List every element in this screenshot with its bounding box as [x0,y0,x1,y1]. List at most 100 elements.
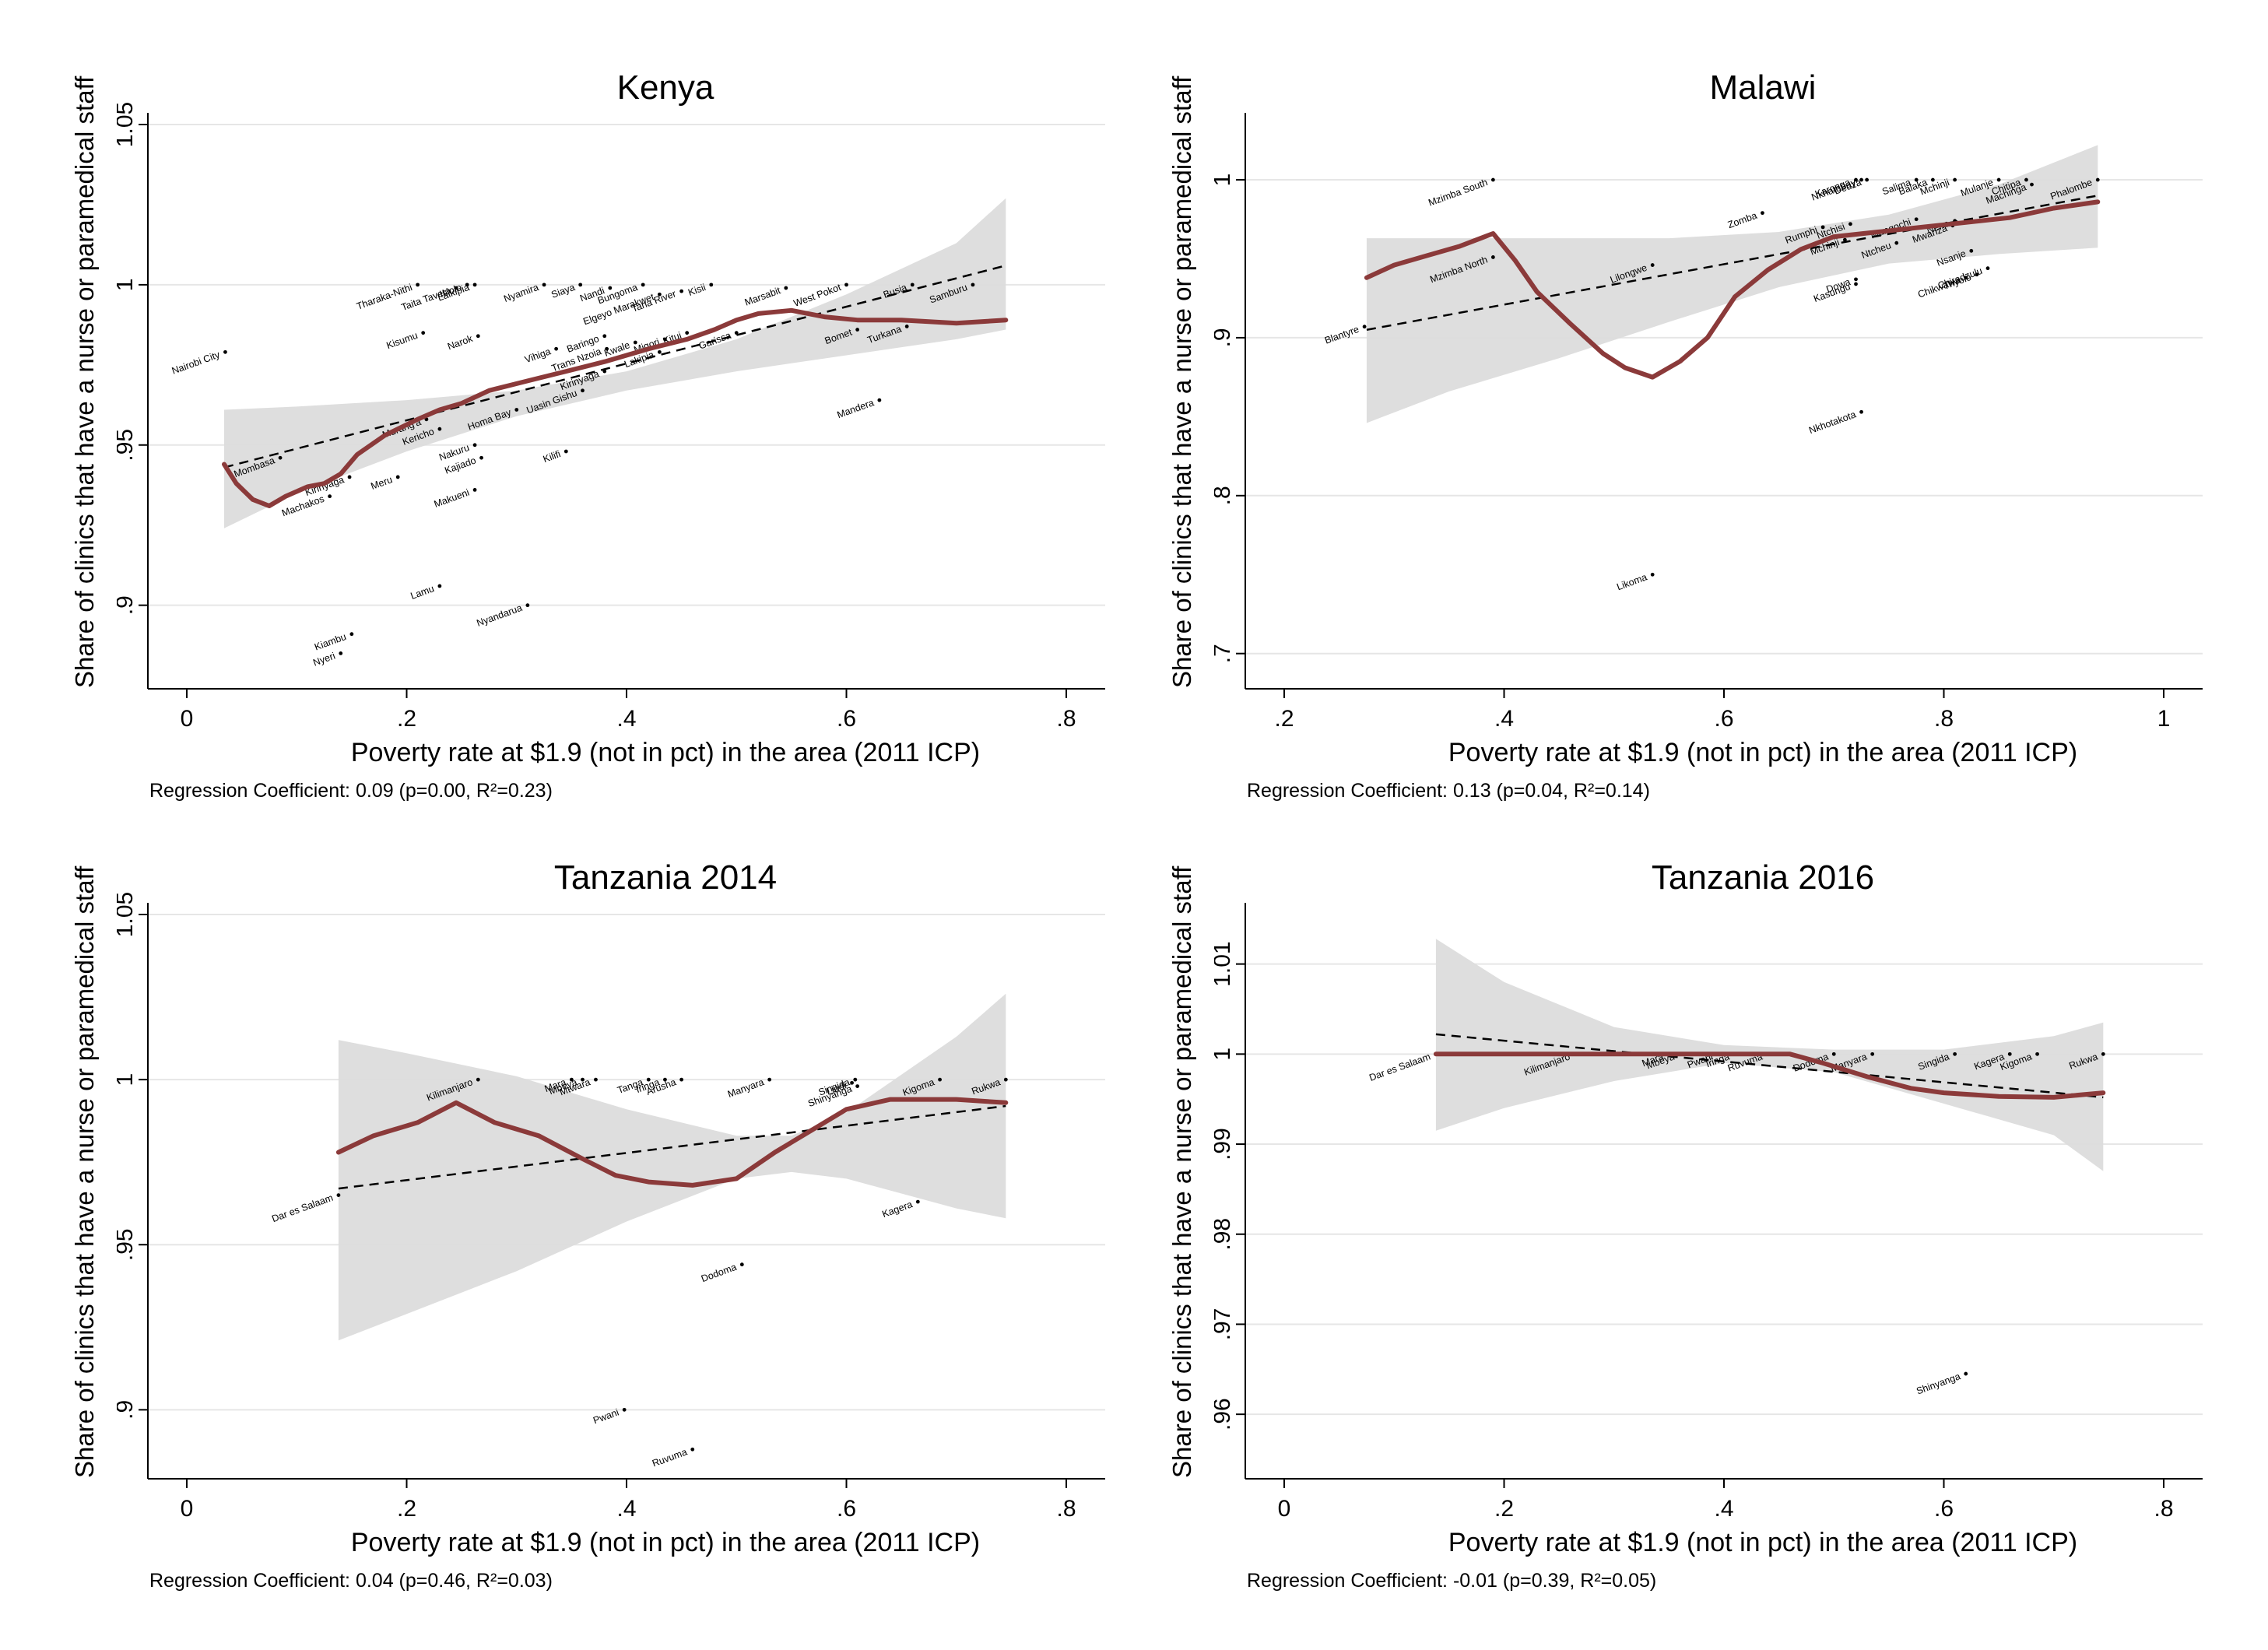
point-label: Kilifi [542,448,562,465]
data-point [2095,177,2100,182]
y-tick-label: .99 [1214,1128,1235,1160]
point-label: Chiradzulu [1936,265,1984,292]
y-tick-label: 1 [1214,1048,1235,1061]
point-label: Nyandarua [475,602,523,629]
y-tick-label: .96 [1214,1398,1235,1431]
y-axis-label: Share of clinics that have a nurse or pa… [1167,865,1196,1478]
y-tick-label: .95 [117,429,138,462]
linear-fit-line [223,264,1006,469]
x-tick-label: 0 [181,706,194,732]
smoothed-line [1364,199,2101,380]
data-point [581,388,585,393]
data-point [971,283,975,287]
data-point [709,283,714,287]
data-point [767,1077,772,1082]
x-tick-label: .2 [1494,1496,1514,1522]
point-label: Marsabit [743,285,782,308]
data-point [657,349,662,354]
point-label: Kisumu [385,330,420,351]
data-point [476,334,480,339]
y-tick-label: .97 [1214,1308,1235,1341]
data-point [1842,237,1847,242]
x-axis-label: Poverty rate at $1.9 (not in pct) in the… [350,1528,981,1557]
regression-note: Regression Coefficient: 0.04 (p=0.46, R²… [149,1570,553,1592]
data-point [663,337,667,342]
regression-note: Regression Coefficient: -0.01 (p=0.39, R… [1247,1570,1657,1592]
data-point [349,632,354,637]
data-point [336,1193,341,1198]
y-tick-label: 1.05 [117,102,138,147]
chart-title: Kenya [616,68,714,107]
data-point [2024,177,2028,182]
data-point [454,286,458,290]
data-point [1859,409,1863,414]
point-label: Kagera [881,1199,915,1220]
data-point [581,1077,585,1082]
data-point [1848,222,1852,226]
y-axis-label: Share of clinics that have a nurse or pa… [70,75,99,688]
data-point [476,1077,480,1082]
chart-title: Tanzania 2016 [1651,858,1875,897]
data-point [1964,1371,1968,1376]
data-point [2030,182,2034,187]
data-point [2101,1051,2105,1056]
point-label: Dar es Salaam [270,1192,334,1224]
point-label: Nyeri [311,651,336,669]
smoothed-line [1433,1051,2106,1100]
x-tick-label: .8 [2154,1496,2173,1522]
point-label: Mzimba South [1427,177,1489,208]
y-tick-label: .98 [1214,1218,1235,1251]
data-point [1930,177,1935,182]
x-tick-label: .8 [1934,706,1954,732]
data-point [347,475,352,479]
data-point [608,286,613,290]
x-axis-label: Poverty rate at $1.9 (not in pct) in the… [1448,1528,2078,1557]
data-point [1854,177,1858,182]
data-point [1914,217,1919,222]
data-point [602,334,607,339]
data-point [328,494,332,499]
x-tick-label: 0 [1278,1496,1291,1522]
data-point [904,325,909,328]
x-tick-label: .6 [837,1496,856,1522]
y-tick-label: 1.01 [1214,941,1235,986]
data-point [525,603,530,608]
y-tick-label: 1.05 [117,892,138,937]
point-label: Likoma [1615,571,1648,592]
data-point [690,1447,695,1452]
data-point [641,283,645,287]
linear-fit-line [338,1104,1006,1190]
y-tick-label: .9 [117,1400,138,1420]
point-label: Shinyanga [1915,1371,1961,1396]
point-label: Mandera [836,397,876,420]
data-point [1831,1051,1836,1056]
data-point [685,331,690,335]
data-point [1820,225,1825,230]
data-point [850,1080,854,1085]
y-axis-label: Share of clinics that have a nurse or pa… [70,865,99,1478]
data-point [569,1077,574,1082]
data-point [1985,266,1990,271]
data-point [514,408,519,412]
data-point [1865,177,1870,182]
x-tick-label: .8 [1056,706,1076,732]
x-tick-label: .4 [1494,706,1514,732]
smoothed-line [222,307,1009,508]
data-point [1362,325,1367,329]
x-tick-label: .6 [1934,1496,1954,1522]
y-tick-label: .95 [117,1228,138,1261]
y-tick-label: 1 [1214,174,1235,187]
regression-note: Regression Coefficient: 0.09 (p=0.00, R²… [149,780,553,802]
data-point [1914,177,1919,182]
x-tick-label: 1 [2157,706,2171,732]
x-tick-label: .4 [616,1496,636,1522]
data-point [479,455,483,460]
point-label: Narok [446,333,475,353]
chart-title: Tanzania 2014 [553,858,778,897]
